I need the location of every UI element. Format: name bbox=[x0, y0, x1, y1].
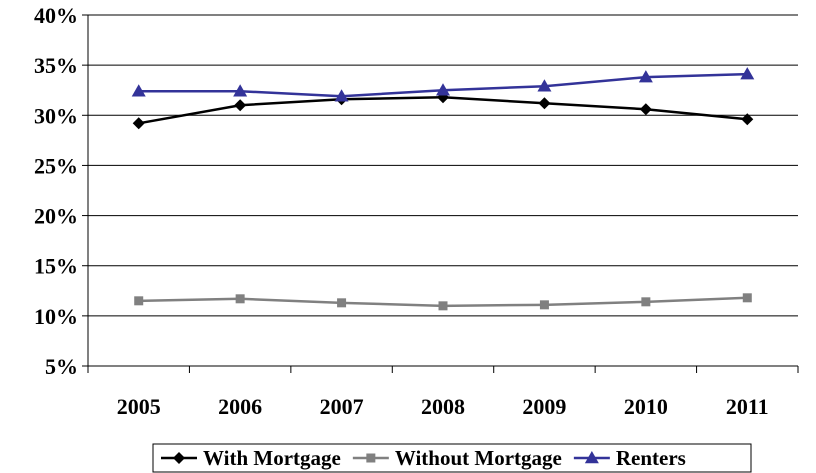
x-tick-label: 2007 bbox=[320, 394, 364, 419]
y-tick-label: 25% bbox=[34, 153, 78, 178]
data-point bbox=[537, 79, 552, 92]
data-point bbox=[742, 293, 752, 303]
legend: With Mortgage Without Mortgage Renters bbox=[152, 443, 752, 473]
data-point bbox=[436, 83, 450, 96]
legend-item: With Mortgage bbox=[161, 446, 341, 470]
data-point bbox=[234, 99, 247, 112]
y-tick-label: 15% bbox=[34, 254, 78, 279]
data-point bbox=[741, 113, 754, 126]
data-point bbox=[641, 297, 651, 307]
legend-box bbox=[152, 443, 752, 473]
y-axis-ticks: 5% 10% 15% 20% 25% 30% 35% 40% bbox=[34, 3, 88, 379]
legend-item: Without Mortgage bbox=[352, 446, 562, 470]
legend-marker bbox=[173, 452, 185, 464]
legend-marker bbox=[366, 453, 376, 463]
data-point bbox=[131, 84, 146, 97]
data-point bbox=[334, 89, 349, 102]
data-point bbox=[740, 67, 755, 80]
y-tick-label: 30% bbox=[34, 103, 78, 128]
legend-item: Renters bbox=[573, 446, 686, 470]
data-point bbox=[337, 298, 347, 308]
x-tick-label: 2006 bbox=[218, 394, 262, 419]
x-tick-label: 2010 bbox=[624, 394, 668, 419]
data-point bbox=[233, 84, 248, 97]
y-tick-label: 10% bbox=[34, 304, 78, 329]
data-point bbox=[538, 97, 551, 110]
series-group bbox=[131, 67, 755, 311]
data-point bbox=[639, 103, 652, 116]
data-point bbox=[539, 300, 549, 310]
legend-label: Without Mortgage bbox=[395, 446, 562, 470]
data-point bbox=[132, 117, 145, 130]
legend-marker bbox=[584, 451, 599, 464]
x-tick-label: 2011 bbox=[726, 394, 769, 419]
data-point bbox=[638, 70, 653, 83]
series-with-mortgage bbox=[132, 91, 754, 130]
x-axis-ticks: 2005 2006 2007 2008 2009 2010 2011 bbox=[87, 366, 799, 419]
data-point bbox=[438, 301, 448, 311]
data-point bbox=[235, 294, 245, 304]
series-renters bbox=[131, 67, 755, 102]
y-tick-label: 35% bbox=[34, 53, 78, 78]
data-point bbox=[134, 296, 144, 306]
y-tick-label: 40% bbox=[34, 3, 78, 28]
x-tick-label: 2009 bbox=[522, 394, 566, 419]
legend-label: With Mortgage bbox=[203, 446, 341, 470]
x-tick-label: 2008 bbox=[421, 394, 465, 419]
gridlines bbox=[88, 14, 798, 317]
y-tick-label: 20% bbox=[34, 204, 78, 229]
y-tick-label: 5% bbox=[45, 354, 78, 379]
legend-label: Renters bbox=[616, 446, 686, 470]
series-without-mortgage bbox=[134, 293, 752, 311]
axes bbox=[87, 15, 798, 367]
x-tick-label: 2005 bbox=[117, 394, 161, 419]
